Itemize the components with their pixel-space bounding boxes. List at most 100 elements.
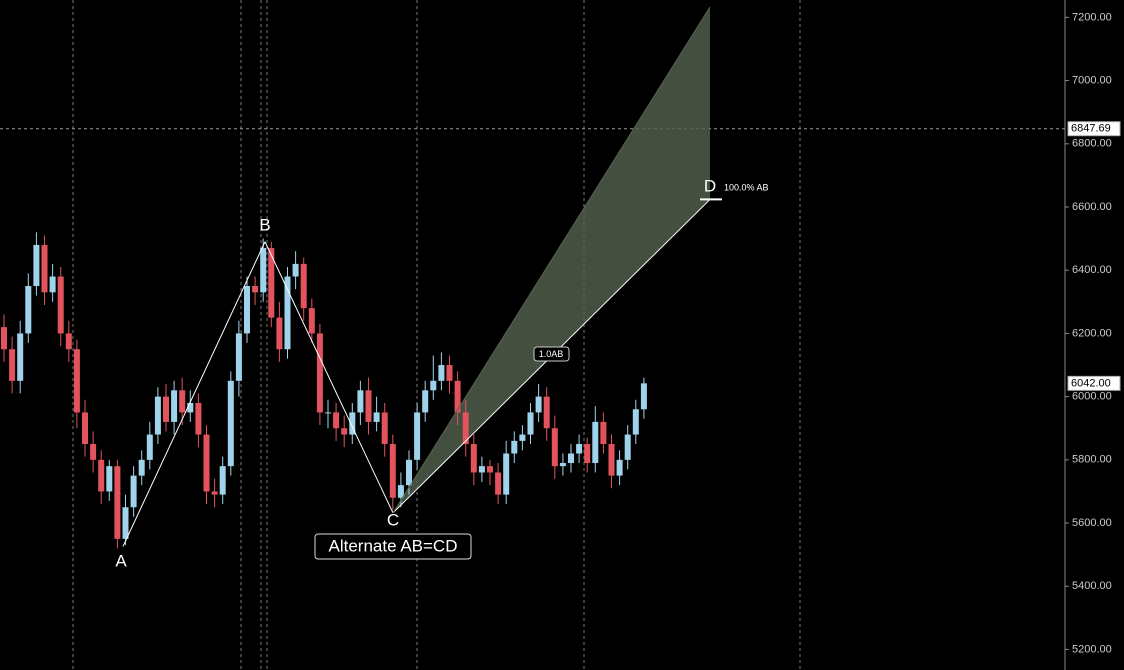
y-tick-label: 5400.00 bbox=[1072, 580, 1112, 592]
candle-body bbox=[114, 466, 121, 539]
candle-body bbox=[470, 444, 477, 473]
candle-body bbox=[41, 244, 48, 293]
pattern-leg bbox=[122, 241, 266, 547]
candle-body bbox=[389, 444, 396, 498]
candle-body bbox=[284, 276, 291, 350]
pattern-name: Alternate AB=CD bbox=[329, 536, 458, 555]
crosshair-price: 6847.69 bbox=[1071, 123, 1111, 135]
pattern-point-label: B bbox=[259, 215, 270, 234]
candle-body bbox=[333, 412, 340, 429]
candle-body bbox=[608, 444, 615, 476]
candle-body bbox=[179, 390, 186, 413]
ratio-label: 1.0AB bbox=[539, 349, 564, 359]
pattern-name-box bbox=[314, 533, 472, 560]
candle-body bbox=[9, 349, 16, 381]
candle-body bbox=[203, 434, 210, 492]
candle-body bbox=[495, 472, 502, 495]
candle-body bbox=[130, 475, 137, 508]
candle-body bbox=[365, 390, 372, 422]
d-ratio-label: 100.0% AB bbox=[724, 182, 769, 192]
y-tick-label: 5200.00 bbox=[1072, 643, 1112, 655]
candle-body bbox=[422, 390, 429, 413]
candle-body bbox=[138, 459, 145, 476]
candle-body bbox=[341, 428, 348, 435]
candle-body bbox=[381, 412, 388, 445]
candle-body bbox=[316, 333, 323, 413]
projection-edge bbox=[392, 6, 711, 514]
candle-body bbox=[592, 421, 599, 463]
candle-body bbox=[551, 428, 558, 467]
candle-body bbox=[454, 380, 461, 413]
last-price-box bbox=[1067, 375, 1121, 391]
candle-body bbox=[25, 286, 32, 334]
candle-body bbox=[438, 365, 445, 381]
y-tick-label: 5800.00 bbox=[1072, 454, 1112, 466]
candle-body bbox=[268, 248, 275, 318]
candle-body bbox=[292, 263, 299, 277]
candle-body bbox=[308, 308, 315, 334]
y-tick-label: 7000.00 bbox=[1072, 74, 1112, 86]
candle-body bbox=[568, 453, 574, 463]
candle-body bbox=[462, 412, 469, 445]
candle-body bbox=[260, 248, 267, 293]
candle-body bbox=[17, 333, 24, 381]
candle-body bbox=[227, 380, 234, 467]
pattern-point-label: A bbox=[115, 551, 127, 570]
candle-body bbox=[357, 390, 364, 413]
candle-body bbox=[244, 286, 250, 334]
y-tick-label: 6400.00 bbox=[1072, 264, 1112, 276]
ratio-box bbox=[533, 346, 570, 362]
candle-body bbox=[154, 396, 161, 435]
candle-body bbox=[57, 276, 64, 334]
candle-body bbox=[349, 412, 356, 435]
candle-body bbox=[33, 244, 40, 287]
candle-body bbox=[146, 434, 153, 460]
candle-body bbox=[195, 402, 202, 435]
candle-body bbox=[478, 466, 485, 473]
candle-body bbox=[584, 444, 591, 463]
candle-body bbox=[73, 349, 80, 413]
candle-body bbox=[106, 466, 113, 492]
candle-body bbox=[300, 263, 307, 309]
y-tick-label: 6800.00 bbox=[1072, 138, 1112, 150]
candle-body bbox=[535, 396, 542, 413]
candle-body bbox=[503, 453, 510, 495]
candle-body bbox=[1, 327, 7, 350]
candle-body bbox=[171, 390, 178, 422]
y-tick-label: 5600.00 bbox=[1072, 517, 1112, 529]
pattern-leg bbox=[264, 241, 394, 514]
candle-body bbox=[600, 421, 607, 445]
candle-body bbox=[487, 466, 493, 473]
candle-body bbox=[576, 444, 583, 454]
y-tick-label: 6200.00 bbox=[1072, 327, 1112, 339]
candle-body bbox=[276, 317, 283, 350]
candle-body bbox=[511, 440, 518, 454]
candle-body bbox=[82, 412, 88, 445]
pattern-point-label: C bbox=[387, 510, 399, 529]
candle-body bbox=[559, 462, 566, 467]
candle-body bbox=[624, 434, 631, 460]
candle-body bbox=[187, 402, 194, 413]
last-price: 6042.00 bbox=[1071, 377, 1111, 389]
candle-body bbox=[640, 383, 647, 410]
candle-body bbox=[235, 333, 242, 381]
candle-body bbox=[65, 333, 72, 350]
candle-body bbox=[397, 485, 404, 498]
y-tick-label: 6000.00 bbox=[1072, 391, 1112, 403]
candle-body bbox=[632, 409, 639, 435]
candle-body bbox=[519, 434, 526, 441]
candle-body bbox=[98, 459, 105, 492]
candle-body bbox=[527, 412, 534, 435]
candle-body bbox=[211, 491, 218, 495]
candle-body bbox=[219, 466, 226, 495]
candle-body bbox=[430, 380, 437, 391]
candle-body bbox=[163, 396, 169, 422]
candle-body bbox=[414, 412, 421, 460]
candle-body bbox=[406, 459, 412, 486]
candle-body bbox=[446, 365, 453, 381]
candle-body bbox=[49, 276, 56, 293]
pattern-point-label: D bbox=[704, 176, 716, 195]
candle-body bbox=[543, 396, 550, 429]
